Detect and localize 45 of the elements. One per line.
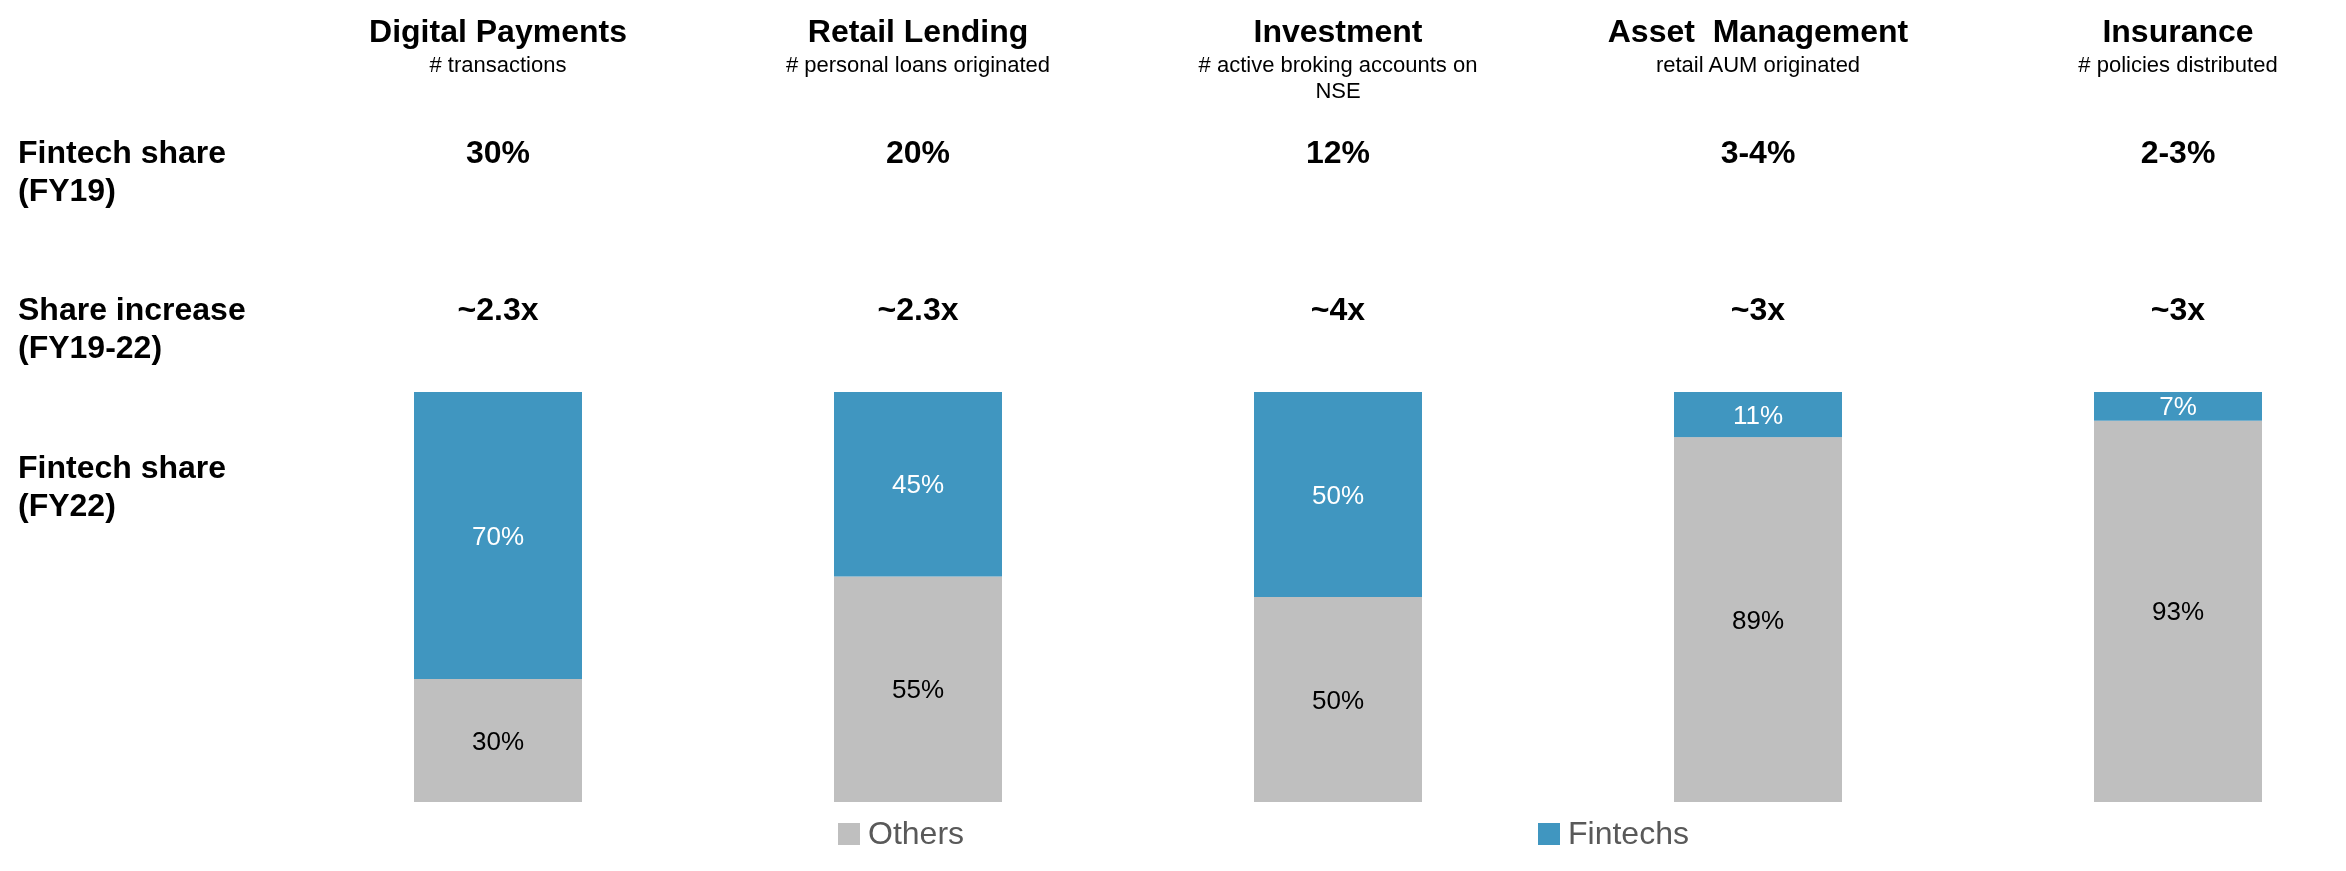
bar — [1254, 597, 1422, 802]
text: # personal loans originated — [785, 52, 1051, 77]
text: ~2.3x — [877, 291, 959, 327]
bar — [834, 392, 1002, 577]
text: Fintech share (FY19) — [18, 134, 227, 208]
legend-label: Fintechs — [1568, 815, 1689, 851]
text: 3-4% — [1720, 134, 1796, 170]
data-label: 55% — [891, 674, 945, 705]
data-label: 45% — [891, 469, 945, 500]
text: # policies distributed — [2078, 52, 2278, 77]
text: Fintech share (FY22) — [18, 449, 227, 523]
bar — [414, 679, 582, 802]
bar — [834, 576, 1002, 802]
data-label: 50% — [1311, 684, 1365, 715]
data-label: 70% — [471, 520, 525, 551]
x-tick-label: Insurance — [2102, 13, 2254, 49]
data-label: 89% — [1731, 604, 1785, 635]
text: Share increase (FY19-22) — [18, 291, 246, 365]
legend-label: Others — [868, 815, 965, 851]
data-label: 50% — [1311, 479, 1365, 510]
bar — [2094, 392, 2262, 421]
x-tick-label: Digital Payments — [369, 13, 627, 49]
x-tick-label: Investment — [1253, 13, 1423, 49]
bar — [2094, 420, 2262, 802]
bar — [414, 392, 582, 679]
text: 12% — [1305, 134, 1371, 170]
bar — [1674, 437, 1842, 802]
text: # transactions — [429, 52, 567, 77]
text: ~3x — [1730, 291, 1786, 327]
bar — [1674, 392, 1842, 438]
text: 30% — [465, 134, 531, 170]
text: ~4x — [1310, 291, 1366, 327]
text: 2-3% — [2140, 134, 2216, 170]
text: retail AUM originated — [1655, 52, 1861, 77]
x-tick-label: Asset Management — [1607, 13, 1909, 49]
data-label: 30% — [471, 725, 525, 756]
text: 20% — [885, 134, 951, 170]
x-tick-label: Retail Lending — [807, 13, 1029, 49]
data-label: 11% — [1732, 399, 1784, 430]
text: # active broking accounts on NSE — [1198, 52, 1478, 103]
data-label: 93% — [2151, 596, 2205, 627]
text: ~3x — [2150, 291, 2206, 327]
data-label: 7% — [2159, 391, 2197, 422]
bar — [1254, 392, 1422, 597]
text: ~2.3x — [457, 291, 539, 327]
